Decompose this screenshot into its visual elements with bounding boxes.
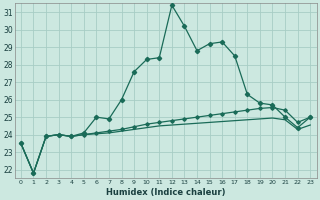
X-axis label: Humidex (Indice chaleur): Humidex (Indice chaleur): [106, 188, 225, 197]
